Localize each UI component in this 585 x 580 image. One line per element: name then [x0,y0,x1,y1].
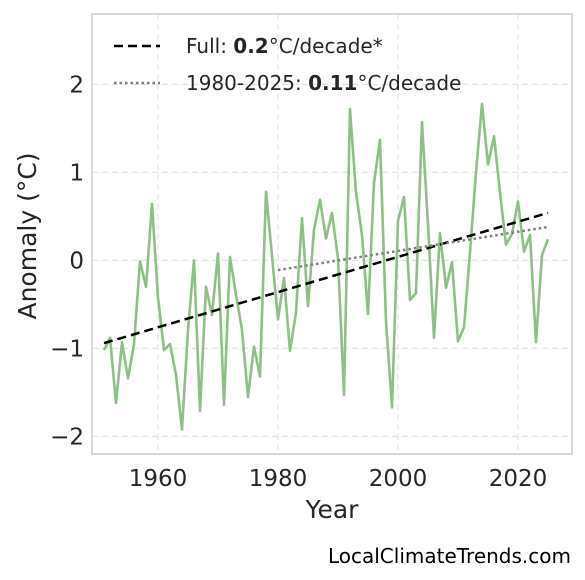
y-tick-label: 0 [69,248,84,274]
x-tick-labels: 1960 1980 2000 2020 [129,466,548,492]
legend-full-prefix: Full: [186,34,233,58]
x-axis-label: Year [305,495,360,524]
trend-line-recent [277,225,549,272]
legend-full-label: Full: 0.2°C/decade* [186,34,383,58]
x-tick-label: 1960 [129,466,188,492]
x-tick-label: 2000 [369,466,428,492]
trend-line-full [103,211,549,345]
trend-layer [103,211,549,345]
x-tick-label: 1980 [249,466,308,492]
grid-lines [92,14,572,454]
plot-frame [91,13,573,455]
legend-full-value: 0.2 [233,34,268,58]
y-tick-labels: −2 −1 0 1 2 [50,72,84,450]
anomaly-series-line [102,102,550,431]
legend-recent-suffix: °C/decade [357,71,461,95]
x-tick-label: 2020 [489,466,548,492]
y-tick-label: −1 [50,336,84,362]
series-layer [102,102,550,431]
legend-recent-label: 1980-2025: 0.11°C/decade [186,71,461,95]
legend: Full: 0.2°C/decade* 1980-2025: 0.11°C/de… [114,34,461,95]
legend-recent-prefix: 1980-2025: [186,71,308,95]
y-tick-label: −2 [50,424,84,450]
y-tick-label: 2 [69,72,84,98]
credit-text: LocalClimateTrends.com [327,544,571,568]
y-axis-label: Anomaly (°C) [13,152,42,319]
y-tick-label: 1 [69,160,84,186]
legend-recent-value: 0.11 [308,71,357,95]
legend-full-suffix: °C/decade* [269,34,383,58]
